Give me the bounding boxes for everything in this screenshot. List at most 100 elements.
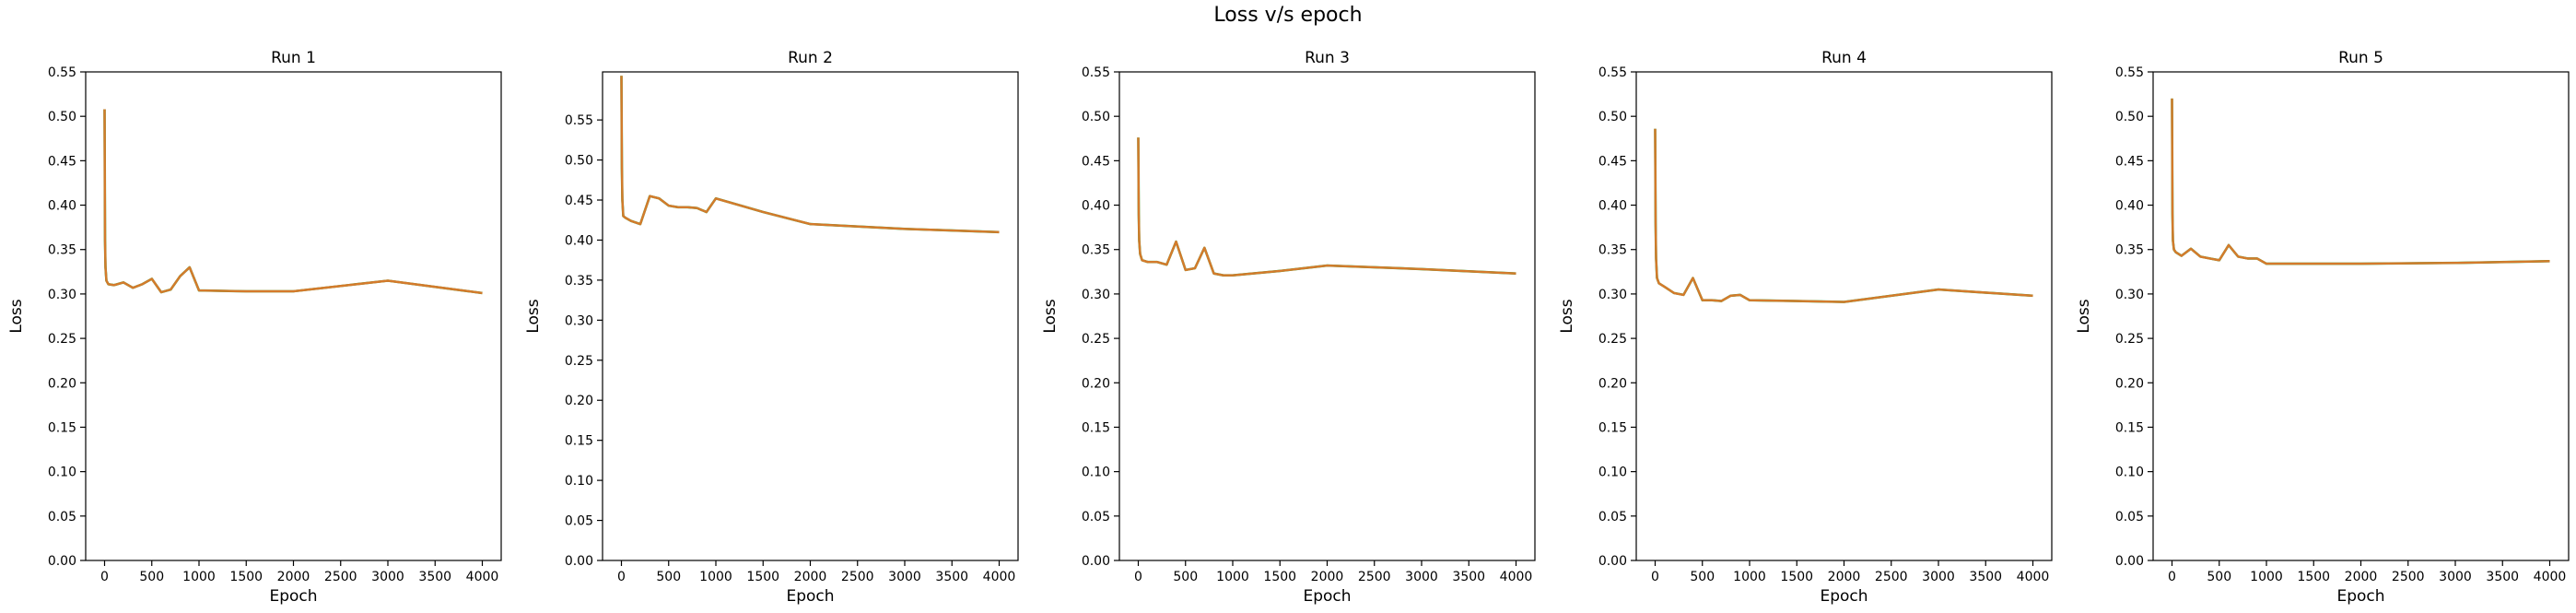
series-line-overlay-1: [1137, 137, 1516, 277]
y-tick-label: 0.45: [1598, 154, 1627, 169]
y-tick-label: 0.55: [1082, 65, 1110, 80]
y-tick-label: 0.30: [1082, 288, 1110, 302]
y-tick-label: 0.20: [1082, 376, 1110, 391]
x-tick-label: 2500: [841, 570, 874, 584]
y-tick-label: 0.15: [2115, 420, 2144, 435]
x-tick-label: 3500: [935, 570, 968, 584]
figure-title: Loss v/s epoch: [1213, 4, 1363, 27]
x-tick-label: 2000: [794, 570, 827, 584]
x-tick-label: 1500: [229, 570, 263, 584]
x-tick-label: 4000: [466, 570, 499, 584]
axes-frame: [1118, 71, 1536, 561]
y-tick-label: 0.10: [48, 466, 76, 480]
y-tick-label: 0.50: [1598, 110, 1627, 124]
x-tick-label: 500: [656, 570, 681, 584]
x-tick-label: 2000: [1311, 570, 1344, 584]
y-tick-label: 0.00: [2115, 554, 2144, 569]
y-tick-label: 0.25: [48, 332, 76, 347]
x-tick-label: 500: [2207, 570, 2231, 584]
y-tick-label: 0.20: [565, 394, 593, 408]
y-tick-label: 0.55: [565, 113, 593, 128]
y-tick-label: 0.45: [2115, 154, 2144, 169]
series-line-overlay-1: [2171, 98, 2550, 265]
x-tick-label: 1000: [1216, 570, 1249, 584]
x-tick-label: 0: [2168, 570, 2176, 584]
y-tick-label: 0.00: [1082, 554, 1110, 569]
x-tick-label: 3000: [888, 570, 921, 584]
y-tick-label: 0.25: [1598, 332, 1627, 347]
x-tick-label: 3000: [1922, 570, 1955, 584]
y-tick-label: 0.10: [1082, 466, 1110, 480]
x-tick-label: 1500: [746, 570, 779, 584]
panel-title: Run 4: [1821, 49, 1867, 67]
y-axis-label: Loss: [1558, 299, 1576, 333]
x-tick-label: 3000: [1405, 570, 1438, 584]
x-tick-label: 1000: [182, 570, 216, 584]
y-tick-label: 0.20: [1598, 376, 1627, 391]
y-tick-label: 0.20: [48, 376, 76, 391]
y-tick-label: 0.20: [2115, 376, 2144, 391]
x-tick-label: 4000: [983, 570, 1016, 584]
y-tick-label: 0.40: [1082, 199, 1110, 214]
y-tick-label: 0.30: [2115, 288, 2144, 302]
series-line-1: [103, 109, 483, 295]
axes-frame: [602, 71, 1019, 561]
y-tick-label: 0.15: [1598, 420, 1627, 435]
x-tick-label: 0: [1134, 570, 1142, 584]
y-axis-label: Loss: [524, 299, 543, 333]
axes-frame: [85, 71, 502, 561]
x-tick-label: 4000: [2017, 570, 2050, 584]
x-tick-label: 2500: [2392, 570, 2425, 584]
y-tick-label: 0.25: [1082, 332, 1110, 347]
x-axis-label: Epoch: [2336, 587, 2384, 606]
panel-run-3: Run 3 0 500 1000 1500 2000 2500 3000 3500 4000 0.0…: [1041, 49, 1536, 606]
x-tick-label: 500: [1173, 570, 1198, 584]
y-tick-label: 0.05: [1082, 510, 1110, 525]
y-tick-label: 0.00: [1598, 554, 1627, 569]
y-tick-label: 0.15: [565, 434, 593, 449]
y-tick-label: 0.10: [1598, 466, 1627, 480]
x-tick-label: 4000: [2534, 570, 2567, 584]
x-tick-label: 2000: [2345, 570, 2378, 584]
x-axis-label: Epoch: [1820, 587, 1868, 606]
panel-title: Run 1: [271, 49, 316, 67]
y-tick-label: 0.35: [1082, 243, 1110, 258]
y-tick-label: 0.40: [565, 233, 593, 248]
y-tick-label: 0.05: [565, 514, 593, 529]
y-tick-label: 0.35: [2115, 243, 2144, 258]
y-tick-label: 0.15: [48, 420, 76, 435]
axes-frame: [2152, 71, 2570, 561]
y-tick-label: 0.30: [48, 288, 76, 302]
x-axis-label: Epoch: [269, 587, 317, 606]
x-tick-label: 3500: [2486, 570, 2519, 584]
panel-title: Run 5: [2338, 49, 2383, 67]
panel-title: Run 3: [1305, 49, 1350, 67]
y-tick-label: 0.05: [48, 510, 76, 525]
panel-run-1: Run 1 0 500 1000 1500 2000 2500 3000 3500 4000 0.0…: [7, 49, 502, 606]
y-axis-label: Loss: [1041, 299, 1060, 333]
y-tick-label: 0.50: [1082, 110, 1110, 124]
x-tick-label: 1000: [1733, 570, 1766, 584]
y-tick-label: 0.35: [565, 274, 593, 289]
x-tick-label: 0: [1651, 570, 1659, 584]
y-tick-label: 0.45: [48, 154, 76, 169]
y-tick-label: 0.10: [565, 474, 593, 489]
x-axis-label: Epoch: [1303, 587, 1351, 606]
x-tick-label: 1000: [2250, 570, 2283, 584]
x-tick-label: 0: [617, 570, 626, 584]
y-tick-label: 0.05: [2115, 510, 2144, 525]
y-tick-label: 0.15: [1082, 420, 1110, 435]
panel-run-2: Run 2 0 500 1000 1500 2000 2500 3000 3500 4000 0.0…: [524, 49, 1019, 606]
axes-frame: [1635, 71, 2053, 561]
x-tick-label: 2000: [277, 570, 310, 584]
y-tick-label: 0.00: [48, 554, 76, 569]
x-tick-label: 500: [1690, 570, 1715, 584]
x-tick-label: 0: [100, 570, 109, 584]
y-tick-label: 0.05: [1598, 510, 1627, 525]
y-tick-label: 0.40: [2115, 199, 2144, 214]
x-axis-label: Epoch: [786, 587, 834, 606]
panel-title: Run 2: [788, 49, 833, 67]
x-tick-label: 2500: [324, 570, 357, 584]
y-axis-label: Loss: [2075, 299, 2093, 333]
series-line-overlay-1: [103, 109, 483, 295]
